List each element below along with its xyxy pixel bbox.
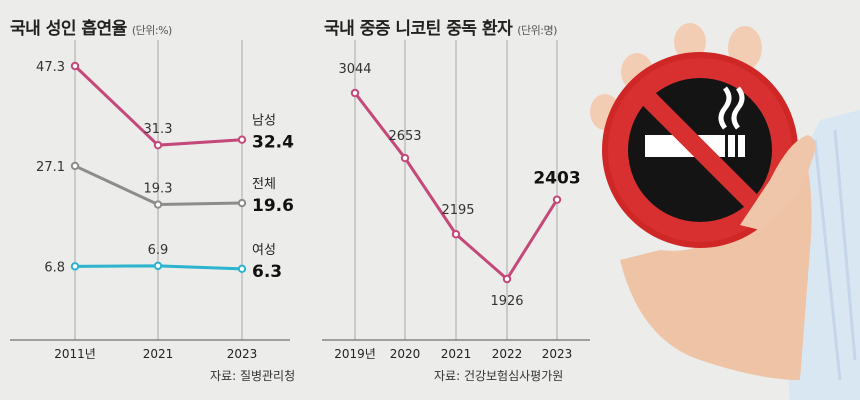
data-point <box>70 262 80 271</box>
data-point <box>153 140 163 150</box>
data-label: 3044 <box>338 62 371 77</box>
panel-smoking-rate: 국내 성인 흡연율 (단위:%) 자료: 질병관리청 <box>0 0 300 400</box>
data-label: 2195 <box>441 203 474 218</box>
source-text: 자료: 건강보험심사평가원 <box>434 369 564 383</box>
data-label: 2653 <box>388 129 421 144</box>
data-label: 1926 <box>490 294 523 309</box>
data-point <box>451 230 461 239</box>
x-tick-label: 2023 <box>542 347 573 361</box>
data-label-latest: 32.4 <box>252 133 294 153</box>
data-point <box>70 161 80 171</box>
data-point <box>237 198 247 208</box>
x-tick-label: 2021 <box>441 347 472 361</box>
data-label: 6.8 <box>44 260 65 275</box>
series-name-label: 여성 <box>252 243 276 258</box>
data-point <box>237 264 247 274</box>
x-tick-label: 2011년 <box>54 347 96 361</box>
data-point <box>237 135 247 144</box>
data-label: 19.3 <box>144 182 173 197</box>
unit-label: (단위:명) <box>517 24 557 37</box>
x-tick-label: 2020 <box>390 347 421 361</box>
x-tick-label: 2022 <box>492 347 523 361</box>
data-point <box>153 200 163 209</box>
data-point <box>350 88 360 98</box>
series-name-label: 남성 <box>252 114 276 129</box>
unit-label: (단위:%) <box>131 24 172 37</box>
data-label-latest: 6.3 <box>252 262 282 282</box>
x-tick-label: 2023 <box>227 347 258 361</box>
series-name-label: 전체 <box>252 177 276 192</box>
chart-smoking-rate: 2011년 2021 2023 47.3 31.3 32.4 남성 27.1 19.3 19.6 전… <box>10 40 294 361</box>
chart-title: 국내 성인 흡연율 (단위:%) <box>10 19 172 39</box>
x-tick-label: 2021 <box>143 347 174 361</box>
data-point <box>552 195 562 204</box>
chart-title: 국내 중증 니코틴 중독 환자 (단위:명) <box>324 19 557 39</box>
data-label: 6.9 <box>148 243 169 258</box>
data-label-latest: 2403 <box>533 169 580 189</box>
data-label: 27.1 <box>36 160 65 175</box>
data-label: 47.3 <box>36 60 65 75</box>
data-point <box>502 274 512 284</box>
source-text: 자료: 질병관리청 <box>210 369 296 383</box>
data-label: 31.3 <box>144 122 173 137</box>
data-label-latest: 19.6 <box>252 196 294 216</box>
panel-nicotine-patients: 국내 중증 니코틴 중독 환자 (단위:명) 자료: 건강보험심사평가원 <box>310 0 610 400</box>
data-point <box>70 61 80 71</box>
data-point <box>400 153 410 163</box>
x-tick-label: 2019년 <box>334 347 376 361</box>
chart-nicotine-patients: 2019년 2020 2021 2022 2023 3044 2653 2195 1926 240… <box>322 40 590 361</box>
data-point <box>153 261 163 271</box>
no-smoking-sign-icon <box>602 52 816 248</box>
